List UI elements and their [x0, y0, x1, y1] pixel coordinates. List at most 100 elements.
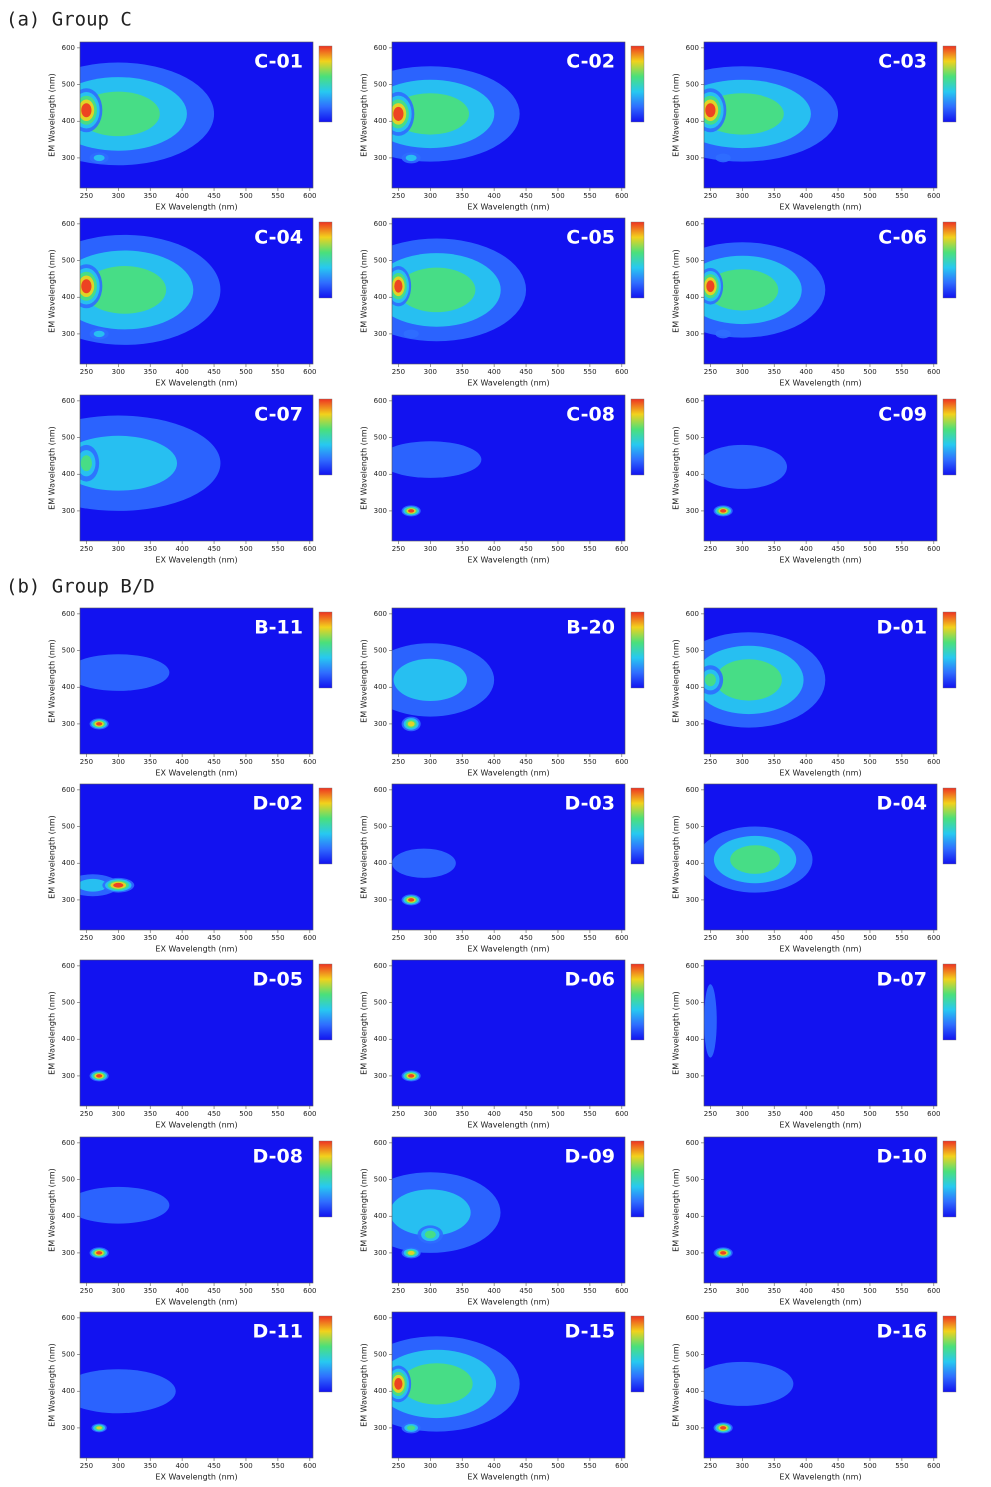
x-tick-label: 300 [112, 545, 125, 553]
x-tick-label: 450 [207, 545, 220, 553]
contour-level [715, 329, 731, 339]
x-tick-label: 600 [615, 545, 628, 553]
x-tick-label: 600 [303, 1462, 316, 1470]
contour-level [96, 1074, 103, 1078]
contour-level [706, 280, 715, 293]
x-tick-label: 400 [175, 758, 188, 766]
x-tick-label: 500 [239, 1110, 252, 1118]
y-tick-label: 400 [686, 1212, 699, 1220]
panel-title: C-08 [566, 404, 615, 426]
y-axis-label: EM Wavelength (nm) [360, 73, 369, 157]
x-tick-label: 500 [863, 545, 876, 553]
y-tick-label: 400 [374, 859, 387, 867]
contour-level [704, 673, 716, 687]
y-tick-label: 400 [374, 293, 387, 301]
x-tick-label: 350 [456, 1110, 469, 1118]
contour-level [392, 848, 456, 878]
x-tick-label: 550 [583, 192, 596, 200]
contour-level [730, 845, 780, 874]
panel-title: D-10 [877, 1146, 927, 1168]
x-axis-label: EX Wavelength (nm) [155, 769, 237, 778]
x-tick-label: 250 [80, 368, 93, 376]
panel-title: C-04 [254, 227, 303, 249]
colorbar [318, 787, 333, 865]
panel [80, 395, 313, 541]
y-axis-label: EM Wavelength (nm) [672, 639, 681, 723]
y-tick-label: 400 [686, 293, 699, 301]
x-tick-label: 350 [144, 934, 157, 942]
y-axis-label: EM Wavelength (nm) [672, 249, 681, 333]
y-tick-label: 600 [374, 962, 387, 970]
contour-level [706, 269, 779, 311]
contour-level [80, 1186, 170, 1224]
contour-level [96, 1426, 102, 1430]
y-tick-label: 300 [62, 1424, 75, 1432]
y-axis-label: EM Wavelength (nm) [360, 426, 369, 510]
x-tick-label: 400 [799, 758, 812, 766]
x-axis-label: EX Wavelength (nm) [779, 1473, 861, 1482]
x-tick-label: 400 [487, 192, 500, 200]
y-tick-label: 500 [374, 647, 387, 655]
x-tick-label: 600 [615, 1462, 628, 1470]
plot-background [704, 960, 937, 1106]
x-tick-label: 400 [799, 545, 812, 553]
contour-level [424, 1230, 436, 1239]
y-tick-label: 600 [686, 220, 699, 228]
x-tick-label: 500 [239, 368, 252, 376]
y-axis-label: EM Wavelength (nm) [672, 1343, 681, 1427]
y-axis-label: EM Wavelength (nm) [360, 639, 369, 723]
x-axis-label: EX Wavelength (nm) [779, 556, 861, 565]
x-tick-label: 250 [392, 934, 405, 942]
y-tick-label: 600 [62, 962, 75, 970]
y-tick-label: 500 [62, 1351, 75, 1359]
x-tick-label: 350 [144, 192, 157, 200]
x-tick-label: 350 [144, 545, 157, 553]
x-tick-label: 450 [519, 1462, 532, 1470]
x-tick-label: 550 [895, 934, 908, 942]
y-axis-label: EM Wavelength (nm) [48, 639, 57, 723]
plot-frame [391, 41, 626, 189]
x-axis-label: EX Wavelength (nm) [467, 945, 549, 954]
x-axis-label: EX Wavelength (nm) [155, 1473, 237, 1482]
x-tick-label: 450 [519, 934, 532, 942]
contour-level [715, 153, 731, 163]
contour-level [720, 509, 727, 513]
x-tick-label: 400 [175, 368, 188, 376]
y-tick-label: 300 [62, 720, 75, 728]
contour-level [704, 1361, 794, 1406]
panel-title: D-01 [877, 617, 927, 639]
x-tick-label: 350 [768, 934, 781, 942]
y-tick-label: 400 [686, 1035, 699, 1043]
contour-level [720, 1251, 727, 1255]
y-axis-label: EM Wavelength (nm) [672, 991, 681, 1075]
x-tick-label: 350 [456, 758, 469, 766]
x-tick-label: 600 [927, 1462, 940, 1470]
panel-title: C-07 [254, 404, 303, 426]
x-tick-label: 300 [736, 192, 749, 200]
x-tick-label: 250 [392, 1287, 405, 1295]
x-tick-label: 450 [831, 545, 844, 553]
x-tick-label: 500 [239, 1287, 252, 1295]
plot-background [704, 1137, 937, 1283]
x-tick-label: 250 [704, 545, 717, 553]
colorbar [942, 45, 957, 123]
y-tick-label: 600 [686, 397, 699, 405]
y-tick-label: 500 [374, 434, 387, 442]
x-tick-label: 250 [80, 1462, 93, 1470]
x-tick-label: 550 [895, 1110, 908, 1118]
colorbar [630, 611, 645, 689]
x-tick-label: 400 [487, 545, 500, 553]
panel-title: C-05 [566, 227, 615, 249]
y-tick-label: 600 [374, 610, 387, 618]
plot-frame [703, 394, 938, 542]
x-tick-label: 250 [704, 758, 717, 766]
contour-level [81, 103, 92, 118]
group-label: (a) Group C [6, 9, 132, 31]
y-axis-label: EM Wavelength (nm) [360, 991, 369, 1075]
x-tick-label: 300 [736, 545, 749, 553]
panel [80, 960, 313, 1106]
y-tick-label: 400 [686, 117, 699, 125]
x-tick-label: 550 [895, 1287, 908, 1295]
plot-frame [79, 959, 314, 1107]
panel [704, 42, 937, 188]
